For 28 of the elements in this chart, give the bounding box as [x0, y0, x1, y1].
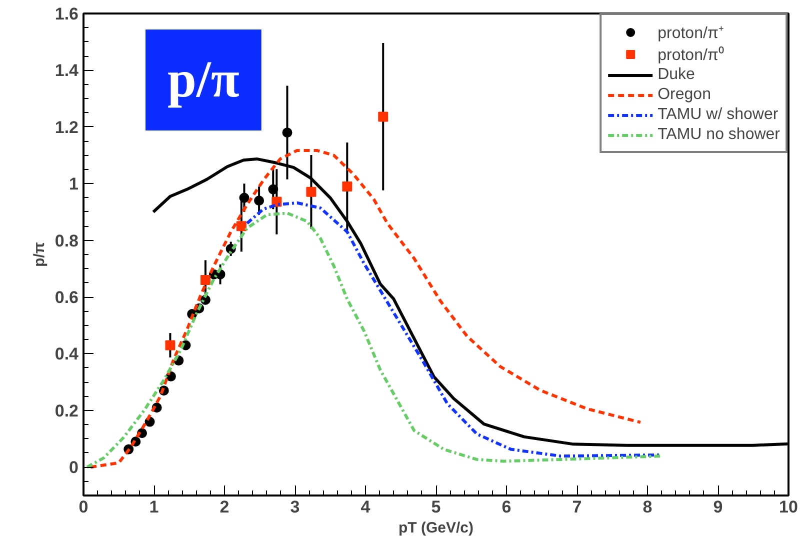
x-tick-label: 9 — [713, 498, 723, 516]
y-tick-label: 0.6 — [54, 288, 79, 308]
y-tick-label: 0.4 — [54, 344, 80, 364]
legend-label: Duke — [658, 66, 695, 84]
x-tick-label: 7 — [572, 498, 582, 516]
x-tick-label: 3 — [290, 498, 300, 516]
x-tick-label: 5 — [431, 498, 441, 516]
y-tick-label: 1.6 — [54, 4, 79, 24]
legend-label: proton/π⁰ — [658, 45, 724, 65]
x-axis-title: pT (GeV/c) — [398, 520, 474, 536]
x-tick-label: 10 — [779, 498, 798, 516]
y-tick-label: 1 — [69, 174, 79, 194]
annotation: p/π — [168, 52, 240, 108]
legend-label: TAMU no shower — [658, 126, 780, 144]
y-tick-label: 0.8 — [54, 231, 79, 250]
legend-label: proton/π⁺ — [658, 24, 724, 43]
y-tick-label: 1.4 — [54, 61, 80, 80]
y-tick-label: 0 — [69, 458, 79, 478]
x-tick-label: 2 — [220, 498, 230, 516]
x-tick-label: 8 — [642, 498, 652, 516]
y-tick-label: 0.2 — [54, 401, 79, 420]
legend-label: TAMU w/ shower — [658, 106, 778, 124]
legend-label: Oregon — [658, 86, 711, 104]
y-axis-title: p/π — [30, 242, 48, 267]
x-tick-label: 6 — [502, 498, 512, 516]
x-tick-label: 4 — [360, 498, 371, 516]
y-tick-label: 1.2 — [54, 118, 79, 137]
x-tick-label: 1 — [149, 498, 159, 516]
